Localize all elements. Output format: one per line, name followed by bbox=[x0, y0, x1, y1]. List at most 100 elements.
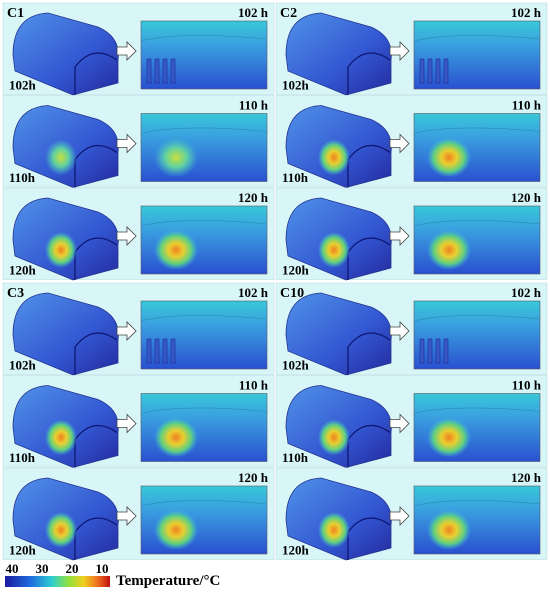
heat-spot bbox=[45, 512, 77, 548]
heat-spot bbox=[427, 230, 471, 270]
time-label-right: 120 h bbox=[238, 190, 269, 205]
flow-contour bbox=[413, 315, 541, 322]
cross-section bbox=[413, 300, 541, 370]
time-label-left: 110h bbox=[282, 450, 309, 465]
time-label-left: 110h bbox=[9, 450, 36, 465]
arrow bbox=[389, 41, 410, 61]
panel-label: C10 bbox=[280, 286, 304, 301]
heat-spot bbox=[318, 232, 350, 268]
tunnel-model bbox=[12, 292, 119, 376]
heat-spot bbox=[427, 137, 471, 178]
heat-spot bbox=[154, 417, 198, 458]
tunnel-model bbox=[12, 12, 119, 96]
vent-column bbox=[435, 58, 441, 84]
vent-column bbox=[146, 58, 152, 84]
flow-contour bbox=[413, 127, 541, 134]
time-label-right: 110 h bbox=[512, 98, 542, 113]
panel: 102h 102 h 110h 110 h 120h 120 h C2 bbox=[275, 2, 548, 281]
time-label-left: 120h bbox=[9, 543, 37, 558]
heat-spot bbox=[45, 232, 77, 268]
arrow bbox=[389, 321, 410, 341]
flow-contour bbox=[140, 500, 268, 507]
time-label-left: 102h bbox=[282, 358, 310, 373]
heat-spot bbox=[318, 512, 350, 548]
time-label-left: 110h bbox=[9, 170, 36, 185]
heat-spot bbox=[45, 139, 77, 176]
tunnel-face bbox=[74, 52, 118, 95]
arrow bbox=[116, 226, 137, 246]
time-label-left: 120h bbox=[282, 263, 310, 278]
heat-spot bbox=[45, 419, 77, 456]
time-label-right: 120 h bbox=[511, 470, 542, 485]
vent-column bbox=[170, 338, 176, 364]
flow-contour bbox=[140, 315, 268, 322]
vent-column bbox=[419, 338, 425, 364]
time-label-right: 102 h bbox=[511, 5, 542, 20]
colorbar-tick: 40 bbox=[6, 561, 19, 576]
panel: 102h 102 h 110h 110 h 120h 120 h C3 bbox=[2, 282, 275, 561]
colorbar-tick: 10 bbox=[96, 561, 109, 576]
arrow bbox=[389, 226, 410, 246]
tunnel-model bbox=[285, 292, 392, 376]
heat-spot bbox=[154, 230, 198, 270]
time-label-left: 120h bbox=[9, 263, 37, 278]
colorbar-title: Temperature/°C bbox=[116, 573, 220, 589]
flow-contour bbox=[140, 407, 268, 414]
vent-column bbox=[162, 338, 168, 364]
panel: 102h 102 h 110h 110 h 120h 120 h C1 bbox=[2, 2, 275, 281]
colorbar-tick: 30 bbox=[36, 561, 49, 576]
tunnel-face bbox=[347, 332, 391, 375]
heat-spot bbox=[318, 419, 350, 456]
time-label-right: 120 h bbox=[511, 190, 542, 205]
time-label-left: 110h bbox=[282, 170, 309, 185]
arrow bbox=[116, 133, 137, 154]
cross-section bbox=[413, 20, 541, 90]
vent-column bbox=[443, 58, 449, 84]
vent-column bbox=[146, 338, 152, 364]
heat-spot bbox=[154, 137, 198, 178]
vent-column bbox=[427, 58, 433, 84]
time-label-left: 102h bbox=[282, 78, 310, 93]
flow-contour bbox=[413, 407, 541, 414]
panel: 102h 102 h 110h 110 h 120h 120 h C10 bbox=[275, 282, 548, 561]
tunnel-model bbox=[285, 12, 392, 96]
panel-label: C2 bbox=[280, 6, 297, 21]
time-label-right: 102 h bbox=[511, 285, 542, 300]
time-label-right: 120 h bbox=[238, 470, 269, 485]
time-label-right: 110 h bbox=[239, 98, 269, 113]
time-label-right: 102 h bbox=[238, 285, 269, 300]
vent-column bbox=[170, 58, 176, 84]
tunnel-face bbox=[347, 52, 391, 95]
vent-column bbox=[162, 58, 168, 84]
colorbar bbox=[5, 576, 110, 587]
vent-column bbox=[435, 338, 441, 364]
heat-spot bbox=[427, 417, 471, 458]
time-label-right: 110 h bbox=[239, 378, 269, 393]
arrow bbox=[116, 413, 137, 434]
flow-contour bbox=[413, 35, 541, 42]
time-label-left: 120h bbox=[282, 543, 310, 558]
flow-contour bbox=[413, 500, 541, 507]
heat-spot bbox=[154, 510, 198, 550]
panel-label: C3 bbox=[7, 286, 24, 301]
flow-contour bbox=[413, 220, 541, 227]
arrow bbox=[389, 413, 410, 434]
panel-label: C1 bbox=[7, 6, 24, 21]
cross-section bbox=[140, 300, 268, 370]
arrow bbox=[116, 321, 137, 341]
flow-contour bbox=[140, 220, 268, 227]
flow-contour bbox=[140, 127, 268, 134]
cross-section bbox=[140, 20, 268, 90]
time-label-right: 110 h bbox=[512, 378, 542, 393]
vent-column bbox=[419, 58, 425, 84]
vent-column bbox=[154, 338, 160, 364]
arrow bbox=[389, 133, 410, 154]
vent-column bbox=[154, 58, 160, 84]
vent-column bbox=[427, 338, 433, 364]
heat-spot bbox=[427, 510, 471, 550]
flow-contour bbox=[140, 35, 268, 42]
time-label-left: 102h bbox=[9, 358, 37, 373]
vent-column bbox=[443, 338, 449, 364]
arrow bbox=[389, 506, 410, 526]
